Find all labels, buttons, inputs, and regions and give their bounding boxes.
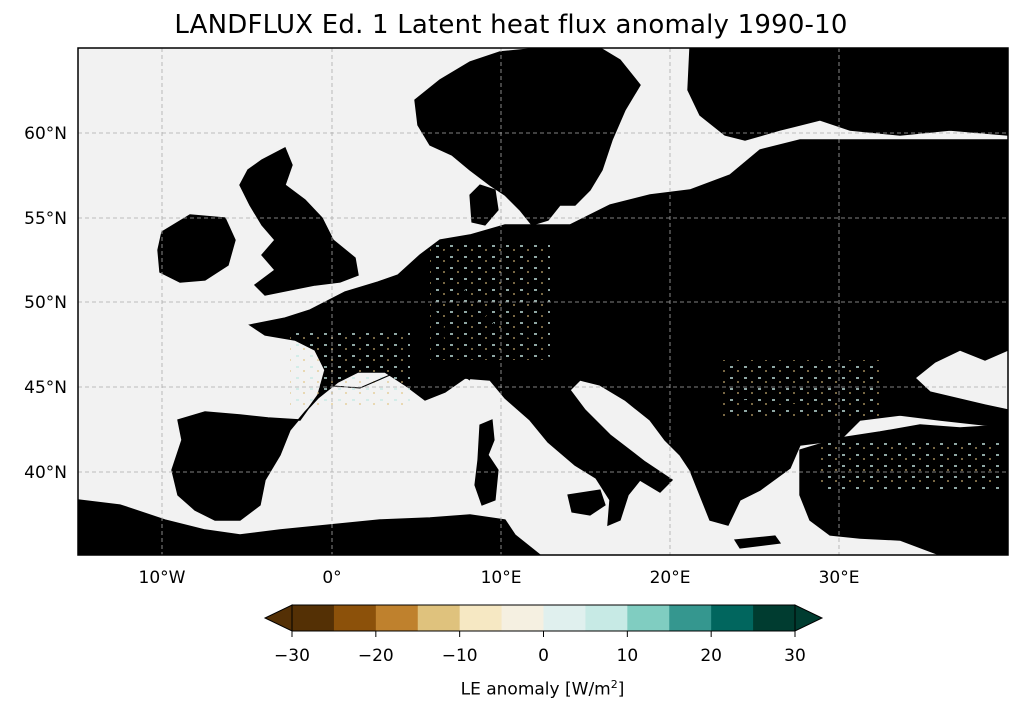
colorbar-label-sup: 2 xyxy=(610,678,618,691)
y-tick-label: 50°N xyxy=(24,293,67,313)
x-tick-label: 10°E xyxy=(481,568,522,588)
land-continent xyxy=(171,139,1008,527)
colorbar-label: LE anomaly [W/m2] xyxy=(0,678,1022,700)
y-tick-label: 55°N xyxy=(24,209,67,229)
colorbar-segment xyxy=(669,605,712,631)
y-tick-label: 60°N xyxy=(24,124,67,144)
colorbar-segment xyxy=(501,605,544,631)
colorbar-extend-min xyxy=(263,604,293,632)
colorbar-segment xyxy=(333,605,377,631)
colorbar-tick-label: 20 xyxy=(700,646,722,666)
colorbar-label-end: ] xyxy=(617,679,625,700)
colorbar-segment xyxy=(585,605,628,631)
colorbar-ticks: −30 −20 −10 0 10 20 30 xyxy=(274,631,806,666)
x-tick-label: 0° xyxy=(322,568,341,588)
colorbar-tick-label: 30 xyxy=(784,646,806,666)
colorbar-segment xyxy=(417,605,461,631)
colorbar-segment xyxy=(459,605,503,631)
colorbar-tick-label: −20 xyxy=(358,646,394,666)
y-tick-label: 40°N xyxy=(24,463,67,483)
x-tick-label: 10°W xyxy=(139,568,186,588)
land-danish-islands xyxy=(469,184,499,226)
land-sicily xyxy=(567,489,606,516)
colorbar-tick-label: 0 xyxy=(538,646,549,666)
land-ireland xyxy=(157,214,236,283)
x-tick-label: 20°E xyxy=(650,568,691,588)
colorbar-tick-label: −30 xyxy=(274,646,310,666)
land-crete xyxy=(733,535,782,549)
land-corsica-sardinia xyxy=(474,419,499,506)
gridlines xyxy=(78,48,1008,555)
land-great-britain xyxy=(239,147,359,296)
colorbar-segment xyxy=(543,605,586,631)
colorbar-segment xyxy=(627,605,670,631)
colorbar-label-text: LE anomaly [W/m xyxy=(460,679,611,700)
colorbar-segment xyxy=(711,605,754,631)
map-title: LANDFLUX Ed. 1 Latent heat flux anomaly … xyxy=(174,10,848,40)
colorbar-tick-label: −10 xyxy=(442,646,478,666)
land-north-africa xyxy=(78,499,542,555)
y-tick-label: 45°N xyxy=(24,378,67,398)
land-finland-russia-north xyxy=(687,48,1008,141)
colorbar-tick-label: 10 xyxy=(617,646,639,666)
colorbar-segment xyxy=(753,605,796,631)
colorbar-segment xyxy=(292,605,335,631)
colorbar-segment xyxy=(375,605,419,631)
map-frame xyxy=(77,47,1009,556)
colorbar xyxy=(263,604,824,632)
x-tick-label: 30°E xyxy=(819,568,860,588)
colorbar-extend-max xyxy=(794,604,824,632)
